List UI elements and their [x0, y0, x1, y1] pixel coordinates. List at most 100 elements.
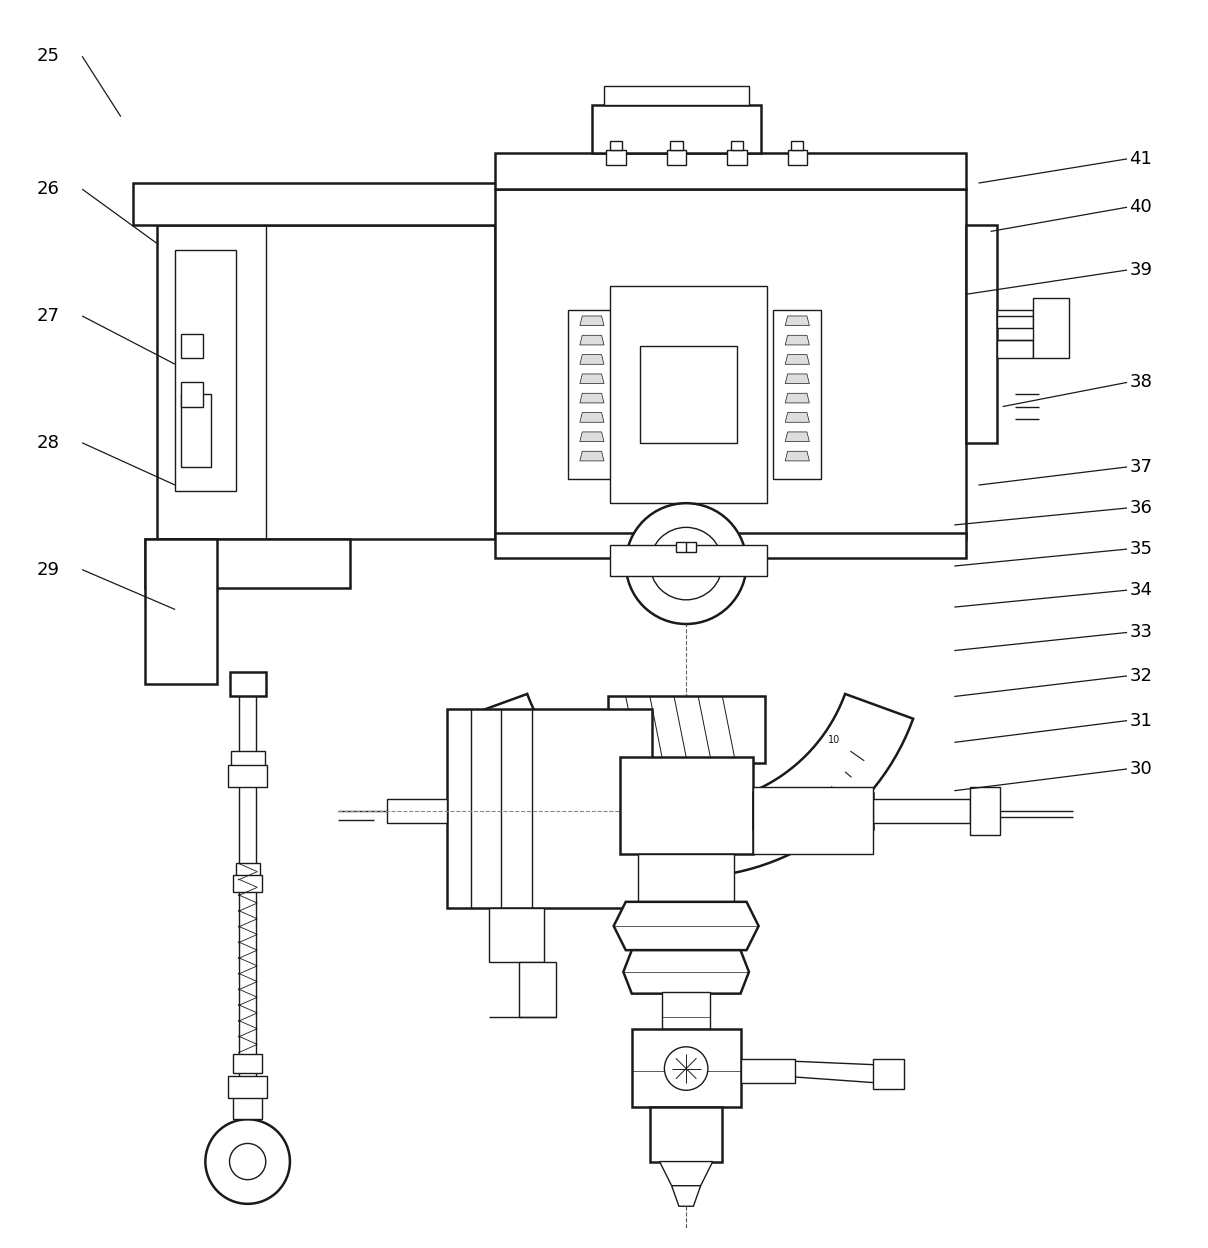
Text: 27: 27 [36, 307, 59, 324]
Bar [662, 992, 710, 1028]
Bar [228, 1076, 267, 1097]
Text: 36: 36 [1129, 499, 1152, 517]
Polygon shape [580, 316, 604, 326]
Bar [966, 226, 997, 443]
Bar [873, 814, 970, 824]
Polygon shape [785, 374, 809, 383]
Text: 35: 35 [1129, 540, 1152, 558]
Bar [232, 673, 244, 696]
Bar [610, 141, 622, 151]
Text: 33: 33 [1129, 624, 1152, 641]
Polygon shape [785, 336, 809, 344]
Bar [495, 533, 966, 558]
Circle shape [205, 1119, 290, 1204]
Bar [731, 756, 753, 835]
Polygon shape [785, 316, 809, 326]
Bar [966, 226, 997, 443]
Bar [610, 286, 767, 503]
Polygon shape [660, 1162, 713, 1186]
Bar [495, 154, 966, 190]
Text: 30: 30 [1129, 760, 1152, 778]
Circle shape [650, 528, 722, 600]
Polygon shape [623, 950, 749, 993]
Bar [447, 709, 652, 907]
Bar [638, 854, 656, 902]
Bar [632, 1028, 654, 1107]
Bar [773, 310, 821, 479]
Bar [741, 1058, 795, 1083]
Polygon shape [614, 902, 759, 950]
Bar [181, 334, 203, 358]
Bar [519, 962, 556, 1017]
Bar [250, 765, 265, 787]
Text: 38: 38 [1129, 373, 1152, 392]
Bar [640, 346, 737, 443]
Text: 10: 10 [532, 735, 544, 745]
Polygon shape [580, 413, 604, 422]
Bar [495, 533, 966, 558]
Text: 34: 34 [1129, 582, 1152, 599]
Text: 28: 28 [36, 434, 59, 452]
Polygon shape [580, 336, 604, 344]
Bar [873, 799, 970, 824]
Bar [731, 141, 743, 151]
Bar [145, 539, 350, 588]
Bar [708, 1107, 722, 1162]
Polygon shape [580, 374, 604, 383]
Bar [230, 673, 266, 696]
Bar [145, 567, 350, 588]
Text: 5: 5 [767, 791, 773, 801]
Bar [710, 696, 765, 745]
Bar [228, 765, 267, 787]
Bar [175, 250, 236, 492]
Text: 37: 37 [1129, 458, 1152, 475]
Text: 5: 5 [599, 791, 605, 801]
Bar [435, 226, 483, 539]
Bar [791, 141, 803, 151]
Bar [894, 190, 966, 539]
Bar [997, 310, 1033, 328]
Bar [231, 1076, 243, 1097]
Bar [145, 539, 217, 684]
Bar [716, 854, 734, 902]
Polygon shape [459, 694, 913, 877]
Bar [753, 787, 873, 854]
Bar [495, 190, 966, 539]
Circle shape [676, 554, 696, 573]
Bar [594, 310, 614, 479]
Bar [753, 794, 873, 830]
Bar [719, 1028, 741, 1107]
Bar [610, 545, 652, 575]
Bar [753, 812, 873, 827]
Bar [604, 86, 749, 105]
Bar [181, 394, 211, 467]
Text: 25: 25 [36, 47, 59, 65]
Bar [610, 545, 767, 575]
Bar [592, 105, 761, 154]
Text: 41: 41 [1129, 150, 1152, 168]
Text: 29: 29 [36, 560, 59, 579]
Polygon shape [785, 432, 809, 442]
Bar [997, 341, 1033, 358]
Bar [489, 907, 544, 962]
Bar [314, 539, 350, 588]
Polygon shape [580, 452, 604, 461]
Bar [145, 539, 169, 684]
Bar [737, 286, 767, 503]
Polygon shape [580, 432, 604, 442]
Bar [970, 787, 980, 835]
Bar [727, 151, 747, 165]
Bar [610, 286, 640, 503]
Bar [676, 542, 696, 552]
Bar [236, 864, 260, 877]
Polygon shape [785, 354, 809, 364]
Bar [650, 1107, 664, 1162]
Bar [233, 1096, 262, 1119]
Bar [873, 1058, 904, 1090]
Bar [638, 854, 734, 902]
Bar [670, 141, 683, 151]
Bar [725, 545, 767, 575]
Text: 26: 26 [36, 180, 59, 198]
Bar [157, 226, 217, 539]
Bar [620, 756, 753, 854]
